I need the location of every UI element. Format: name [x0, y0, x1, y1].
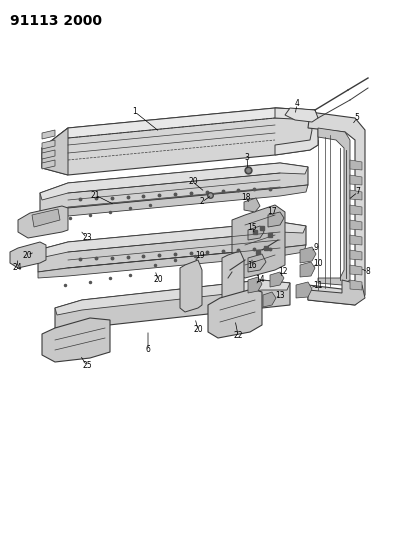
Polygon shape: [10, 242, 46, 268]
Text: 91113 2000: 91113 2000: [10, 14, 102, 28]
Text: 12: 12: [278, 268, 288, 277]
Text: 20: 20: [22, 251, 32, 260]
Text: 2: 2: [200, 198, 205, 206]
Polygon shape: [350, 235, 362, 245]
Polygon shape: [285, 108, 318, 122]
Text: 16: 16: [247, 261, 257, 270]
Text: 4: 4: [295, 100, 299, 109]
Polygon shape: [32, 209, 60, 227]
Polygon shape: [350, 175, 362, 185]
Polygon shape: [248, 226, 264, 240]
Polygon shape: [42, 128, 68, 175]
Polygon shape: [222, 251, 244, 302]
Polygon shape: [350, 220, 362, 230]
Polygon shape: [318, 128, 350, 285]
Text: 20: 20: [193, 326, 203, 335]
Polygon shape: [55, 280, 290, 315]
Text: 5: 5: [355, 114, 359, 123]
Polygon shape: [42, 318, 110, 362]
Polygon shape: [42, 160, 55, 169]
Polygon shape: [350, 250, 362, 260]
Text: 20: 20: [153, 276, 163, 285]
Text: 15: 15: [247, 223, 257, 232]
Text: 9: 9: [314, 243, 318, 252]
Polygon shape: [40, 185, 308, 220]
Text: 20: 20: [188, 177, 198, 187]
Polygon shape: [268, 212, 284, 227]
Polygon shape: [300, 262, 315, 277]
Polygon shape: [308, 280, 365, 305]
Polygon shape: [350, 205, 362, 215]
Text: 24: 24: [12, 263, 22, 272]
Polygon shape: [270, 272, 284, 287]
Polygon shape: [350, 265, 362, 275]
Polygon shape: [350, 280, 362, 290]
Polygon shape: [42, 108, 318, 175]
Text: 25: 25: [82, 361, 92, 370]
Polygon shape: [180, 260, 202, 312]
Polygon shape: [42, 150, 55, 159]
Polygon shape: [308, 112, 365, 305]
Text: 14: 14: [255, 276, 265, 285]
Polygon shape: [55, 280, 290, 328]
Text: 23: 23: [82, 233, 92, 243]
Text: 10: 10: [313, 259, 323, 268]
Polygon shape: [40, 163, 308, 200]
Polygon shape: [248, 277, 262, 293]
Polygon shape: [38, 222, 306, 272]
Polygon shape: [275, 108, 318, 155]
Text: 17: 17: [267, 207, 277, 216]
Text: 6: 6: [146, 345, 150, 354]
Polygon shape: [42, 108, 315, 148]
Polygon shape: [300, 247, 316, 263]
Polygon shape: [40, 163, 308, 213]
Text: 7: 7: [355, 188, 361, 197]
Polygon shape: [38, 245, 306, 278]
Text: 1: 1: [133, 108, 137, 117]
Polygon shape: [42, 130, 55, 139]
Text: 11: 11: [313, 280, 323, 289]
Polygon shape: [42, 140, 55, 149]
Polygon shape: [18, 206, 68, 238]
Polygon shape: [232, 205, 285, 278]
Text: 13: 13: [275, 290, 285, 300]
Polygon shape: [263, 292, 276, 307]
Polygon shape: [248, 254, 266, 272]
Text: 21: 21: [90, 190, 100, 199]
Text: 8: 8: [366, 268, 371, 277]
Polygon shape: [38, 222, 306, 258]
Polygon shape: [244, 198, 260, 212]
Polygon shape: [350, 160, 362, 170]
Text: 3: 3: [244, 152, 250, 161]
Polygon shape: [350, 190, 362, 200]
Polygon shape: [296, 282, 312, 298]
Text: 18: 18: [241, 193, 251, 203]
Text: 19: 19: [195, 251, 205, 260]
Polygon shape: [208, 289, 262, 338]
Text: 22: 22: [233, 330, 243, 340]
